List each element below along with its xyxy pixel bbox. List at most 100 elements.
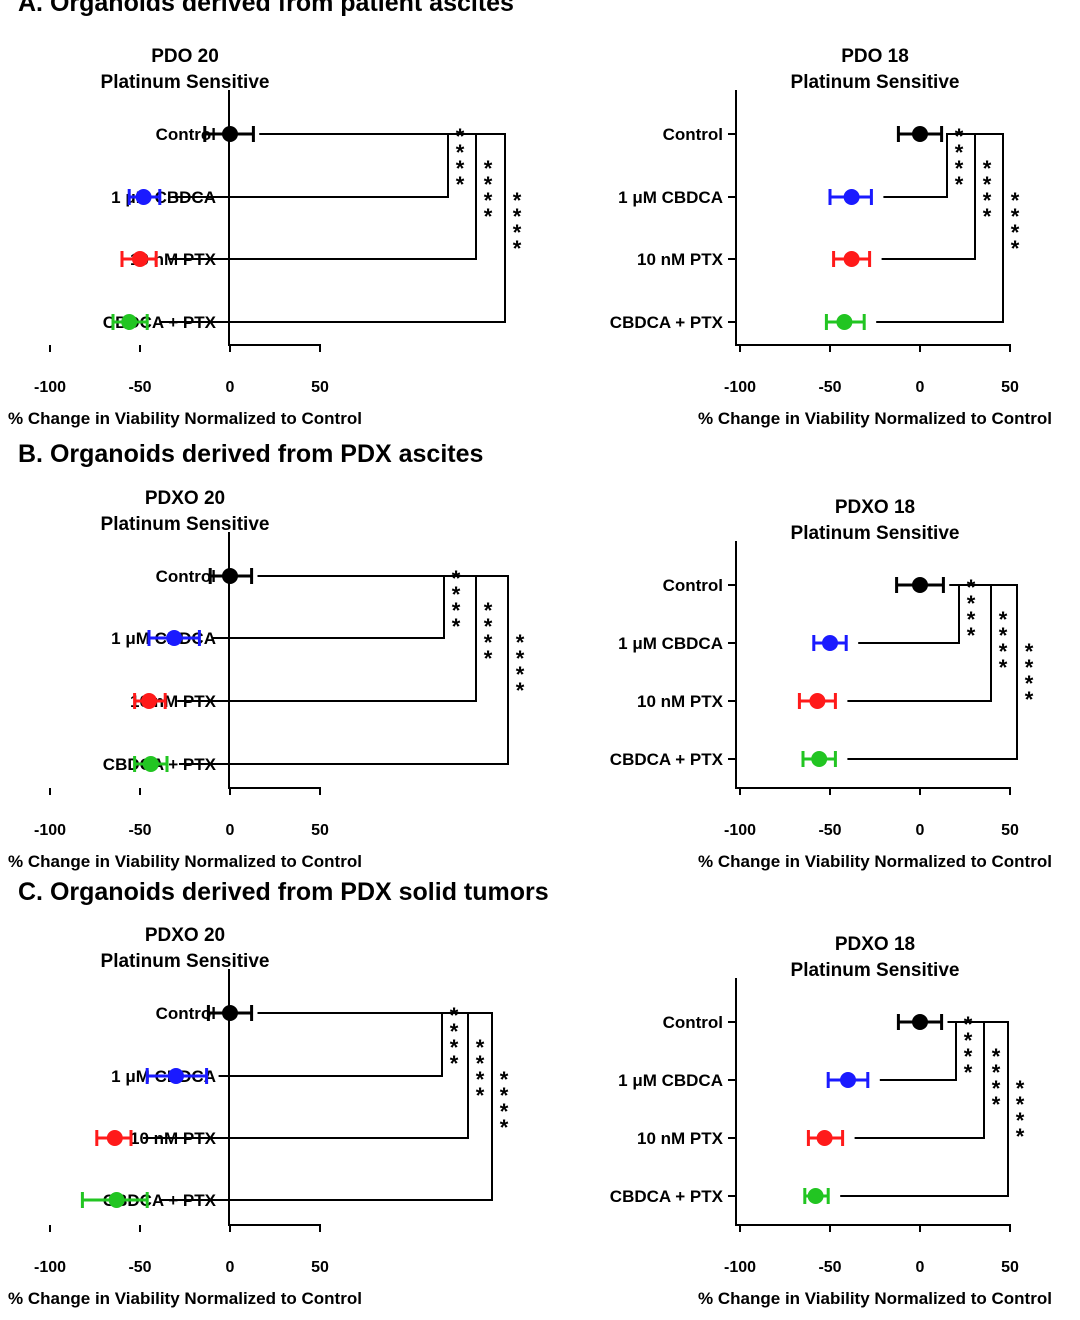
chart-title: PDXO 18	[835, 934, 915, 955]
y-tick-label: 1 μM CBDCA	[618, 634, 723, 653]
data-point	[912, 577, 928, 593]
x-tick-label: 0	[916, 379, 925, 396]
y-tick-label: CBDCA + PTX	[610, 750, 724, 769]
x-axis-label: % Change in Viability Normalized to Cont…	[698, 1289, 1052, 1308]
data-point	[222, 1005, 238, 1021]
chart-pdxo18-ascites: PDXO 18 Platinum Sensitive -100 -50 0 50 % Cha…	[610, 497, 1052, 871]
section-title-b: B. Organoids derived from PDX ascites	[18, 440, 484, 468]
x-tick-label: -50	[128, 1259, 151, 1276]
x-axis-label: % Change in Viability Normalized to Cont…	[698, 409, 1052, 428]
y-tick-label: Control	[663, 1013, 723, 1032]
y-tick-label: Control	[156, 1004, 216, 1023]
data-point	[912, 1014, 928, 1030]
significance-stars: * * * *	[983, 156, 992, 229]
x-tick-label: 0	[226, 822, 235, 839]
x-tick-label: 50	[1001, 1259, 1019, 1276]
significance-stars: * * * *	[1011, 188, 1020, 261]
x-tick-label: -100	[724, 822, 756, 839]
x-tick-label: 50	[311, 822, 329, 839]
chart-subtitle: Platinum Sensitive	[101, 72, 270, 93]
chart-title: PDXO 20	[145, 925, 225, 946]
y-tick-label: Control	[663, 125, 723, 144]
significance-bracket	[840, 1021, 1009, 1197]
data-point	[843, 189, 860, 205]
significance-stars: * * * *	[452, 566, 461, 639]
y-tick-label: Control	[663, 576, 723, 595]
chart-pdo20-ascites: PDO 20 Platinum Sensitive -100 -50 0 50 % Chan…	[8, 46, 522, 428]
y-tick-label: 10 nM PTX	[637, 250, 724, 269]
x-tick-label: 0	[226, 1259, 235, 1276]
x-axis-label: % Change in Viability Normalized to Cont…	[8, 852, 362, 871]
chart-subtitle: Platinum Sensitive	[101, 951, 270, 972]
significance-stars: * * * *	[450, 1003, 459, 1076]
x-tick-label: -100	[724, 1259, 756, 1276]
chart-subtitle: Platinum Sensitive	[791, 523, 960, 544]
y-tick-label: 10 nM PTX	[637, 1129, 724, 1148]
chart-title: PDO 18	[841, 46, 909, 67]
y-tick-label: Control	[156, 567, 216, 586]
data-point	[912, 126, 928, 142]
x-tick-label: -100	[34, 822, 66, 839]
x-tick-label: -50	[818, 379, 841, 396]
x-tick-label: 0	[916, 1259, 925, 1276]
significance-stars: * * * *	[999, 607, 1008, 680]
significance-bracket	[179, 575, 509, 765]
chart-title: PDXO 18	[835, 497, 915, 518]
x-tick-label: -50	[128, 379, 151, 396]
chart-subtitle: Platinum Sensitive	[791, 72, 960, 93]
chart-subtitle: Platinum Sensitive	[101, 514, 270, 535]
data-point	[141, 693, 157, 709]
data-point	[809, 693, 826, 709]
data-point	[121, 314, 138, 330]
data-point	[106, 1130, 123, 1146]
chart-subtitle: Platinum Sensitive	[791, 960, 960, 981]
y-tick-label: CBDCA + PTX	[610, 313, 724, 332]
x-tick-label: 50	[311, 379, 329, 396]
significance-stars: * * * *	[484, 156, 493, 229]
x-tick-label: 0	[916, 822, 925, 839]
x-tick-label: 50	[1001, 379, 1019, 396]
data-point	[816, 1130, 833, 1146]
significance-bracket	[876, 133, 1004, 323]
x-tick-label: -50	[818, 1259, 841, 1276]
significance-bracket	[847, 584, 1018, 760]
data-point	[135, 189, 152, 205]
x-axis-label: % Change in Viability Normalized to Cont…	[698, 852, 1052, 871]
data-point	[843, 251, 860, 267]
section-title-c: C. Organoids derived from PDX solid tumo…	[18, 878, 549, 906]
data-point	[822, 635, 838, 651]
y-tick-label: 10 nM PTX	[637, 692, 724, 711]
significance-stars: * * * *	[967, 575, 976, 648]
data-point	[168, 1068, 184, 1084]
significance-stars: * * * *	[513, 188, 522, 261]
data-point	[836, 314, 853, 330]
x-tick-label: 50	[1001, 822, 1019, 839]
y-tick-label: Control	[156, 125, 216, 144]
chart-pdxo20-ascites: PDXO 20 Platinum Sensitive -100 -50 0 50 % Cha…	[8, 488, 525, 871]
significance-stars: * * * *	[456, 124, 465, 197]
x-tick-label: -50	[128, 822, 151, 839]
significance-stars: * * * *	[1025, 639, 1034, 712]
data-point	[142, 756, 159, 772]
y-tick-label: 1 μM CBDCA	[618, 188, 723, 207]
x-tick-label: -100	[34, 379, 66, 396]
significance-stars: * * * *	[476, 1035, 485, 1108]
significance-bracket	[159, 1012, 493, 1201]
data-point	[811, 751, 828, 767]
significance-bracket	[159, 133, 506, 323]
x-tick-label: -50	[818, 822, 841, 839]
significance-stars: * * * *	[516, 630, 525, 703]
data-point	[108, 1192, 125, 1208]
y-tick-label: CBDCA + PTX	[610, 1187, 724, 1206]
section-title-a: A. Organoids derived from patient ascite…	[18, 0, 514, 17]
significance-bracket	[883, 133, 948, 198]
x-tick-label: 0	[226, 379, 235, 396]
significance-stars: * * * *	[500, 1067, 509, 1140]
chart-title: PDXO 20	[145, 488, 225, 509]
data-point	[840, 1072, 856, 1088]
data-point	[166, 630, 183, 646]
significance-stars: * * * *	[1016, 1076, 1025, 1149]
x-tick-label: 50	[311, 1259, 329, 1276]
